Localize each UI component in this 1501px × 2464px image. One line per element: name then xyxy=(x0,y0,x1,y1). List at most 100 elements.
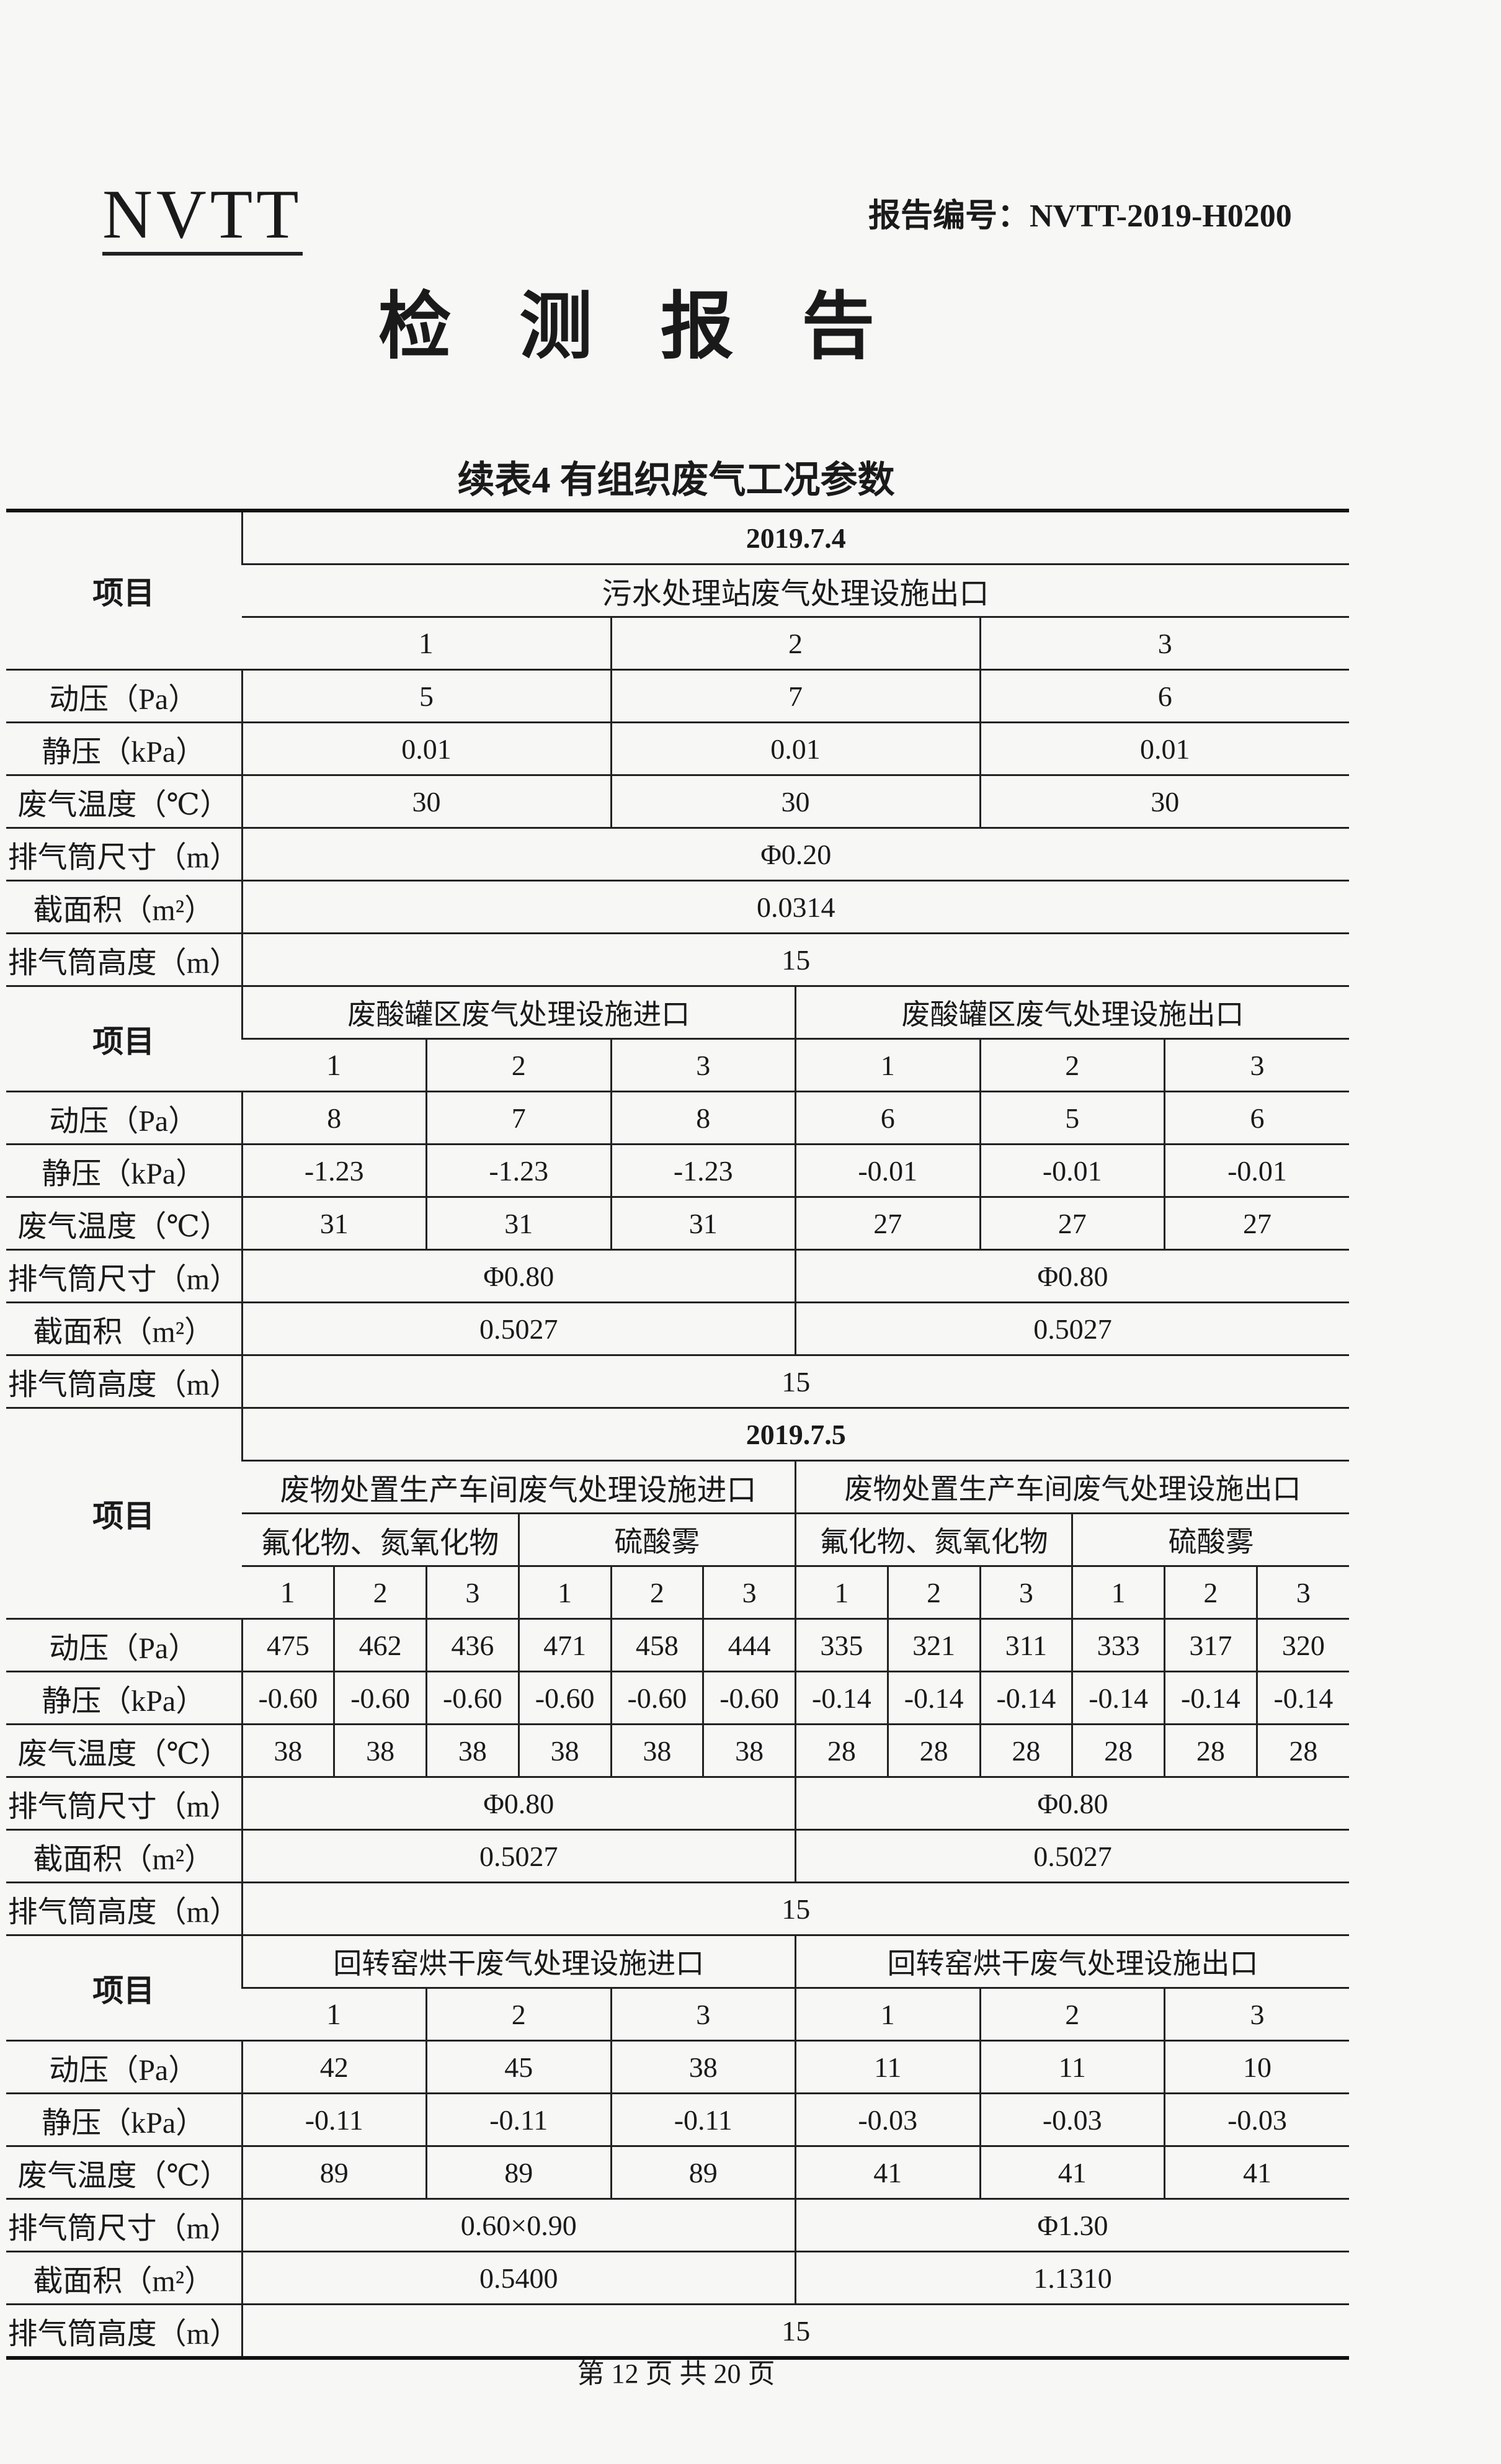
column-header: 废酸罐区废气处理设施出口 xyxy=(795,985,1349,1039)
table-cell: 436 xyxy=(425,1618,519,1672)
company-logo: NVTT xyxy=(102,180,303,256)
table-row: 废气温度（℃） 38 38 38 38 38 38 28 28 28 28 28 28 xyxy=(6,1723,1349,1777)
table-row: 截面积（m²） 0.5027 0.5027 xyxy=(6,1829,1349,1883)
table-cell: 11 xyxy=(795,2040,980,2094)
table-cell: 1.1310 xyxy=(795,2251,1349,2305)
column-header: 2 xyxy=(610,616,980,670)
column-header: 回转窑烘干废气处理设施进口 xyxy=(241,1934,796,1988)
row-label: 排气筒尺寸（m） xyxy=(6,1249,242,1303)
table-cell: -0.03 xyxy=(979,2092,1165,2146)
table-row: 动压（Pa） 475 462 436 471 458 444 335 321 311 333 317 3… xyxy=(6,1618,1349,1672)
table-cell: -0.14 xyxy=(1255,1671,1349,1725)
table-row: 动压（Pa） 42 45 38 11 11 10 xyxy=(6,2040,1349,2094)
column-header: 氟化物、氮氧化物 xyxy=(794,1512,1072,1566)
table-cell: 317 xyxy=(1164,1618,1257,1672)
column-header: 3 xyxy=(1255,1565,1349,1619)
column-header: 废酸罐区废气处理设施进口 xyxy=(241,985,796,1039)
column-header: 3 xyxy=(979,616,1349,670)
table-cell: 15 xyxy=(241,932,1349,986)
table-row: 排气筒高度（m） 15 xyxy=(6,2303,1349,2360)
table-cell: 333 xyxy=(1071,1618,1165,1672)
row-label: 截面积（m²） xyxy=(6,1829,242,1883)
column-header: 1 xyxy=(1071,1565,1165,1619)
column-header: 废物处置生产车间废气处理设施出口 xyxy=(795,1460,1349,1514)
table-row: 排气筒尺寸（m） Φ0.80 Φ0.80 xyxy=(6,1249,1349,1303)
table-cell: 27 xyxy=(795,1196,980,1250)
table-row: 废气温度（℃） 30 30 30 xyxy=(6,774,1349,828)
table-cell: 0.01 xyxy=(610,721,980,775)
table-cell: 28 xyxy=(1255,1723,1349,1777)
row-label: 静压（kPa） xyxy=(6,721,242,775)
column-header: 污水处理站废气处理设施出口 xyxy=(242,563,1349,617)
table-cell: Φ0.80 xyxy=(795,1776,1349,1830)
row-label: 排气筒高度（m） xyxy=(6,2303,242,2360)
table-cell: 5 xyxy=(979,1091,1165,1145)
table-cell: 89 xyxy=(425,2145,611,2199)
table-row: 排气筒高度（m） 15 xyxy=(6,932,1349,986)
row-label: 静压（kPa） xyxy=(6,1671,242,1725)
table-cell: 31 xyxy=(241,1196,427,1250)
row-label: 动压（Pa） xyxy=(6,2040,242,2094)
column-header: 2 xyxy=(425,1987,611,2041)
table-row: 截面积（m²） 0.5400 1.1310 xyxy=(6,2251,1349,2305)
table-cell: 462 xyxy=(333,1618,427,1672)
table-row: 静压（kPa） -0.60 -0.60 -0.60 -0.60 -0.60 -0.60 -0.… xyxy=(6,1671,1349,1725)
header-row: 项目 2019.7.5 xyxy=(6,1407,1349,1619)
column-header: 3 xyxy=(979,1565,1072,1619)
table-cell: -1.23 xyxy=(610,1143,796,1197)
page-footer: 第 12 页 共 20 页 xyxy=(577,2359,775,2389)
table-cell: 471 xyxy=(517,1618,611,1672)
table-cell: 31 xyxy=(610,1196,796,1250)
table-cell: 311 xyxy=(979,1618,1072,1672)
table-row: 排气筒高度（m） 15 xyxy=(6,1881,1349,1935)
table-cell: 8 xyxy=(241,1091,427,1145)
date-header: 2019.7.4 xyxy=(241,509,1349,565)
table-cell: 320 xyxy=(1255,1618,1349,1672)
table-cell: -0.14 xyxy=(1164,1671,1257,1725)
table-cell: -0.11 xyxy=(241,2092,427,2146)
table-cell: 28 xyxy=(1071,1723,1165,1777)
table-cell: 89 xyxy=(241,2145,427,2199)
working-conditions-table: 项目 2019.7.4 污水处理站废气处理设施出口 1 2 3 动压（Pa） 5 7 6 静压（kP… xyxy=(6,509,1349,2360)
row-label: 废气温度（℃） xyxy=(6,774,242,828)
table-cell: 444 xyxy=(702,1618,796,1672)
row-label: 动压（Pa） xyxy=(6,1091,242,1145)
row-label: 废气温度（℃） xyxy=(6,1196,242,1250)
column-header: 回转窑烘干废气处理设施出口 xyxy=(795,1934,1349,1988)
table-row: 排气筒尺寸（m） 0.60×0.90 Φ1.30 xyxy=(6,2198,1349,2252)
table-cell: 27 xyxy=(979,1196,1165,1250)
table-cell: 335 xyxy=(795,1618,888,1672)
table-cell: -0.01 xyxy=(1164,1143,1349,1197)
table-cell: -0.60 xyxy=(702,1671,796,1725)
table-cell: 38 xyxy=(610,1723,703,1777)
column-header: 3 xyxy=(610,1038,796,1092)
table-row: 截面积（m²） 0.5027 0.5027 xyxy=(6,1301,1349,1355)
table-cell: 0.5027 xyxy=(795,1301,1349,1355)
column-header: 1 xyxy=(517,1565,611,1619)
column-header: 1 xyxy=(795,1038,980,1092)
row-label: 动压（Pa） xyxy=(6,669,242,723)
table-cell: 0.60×0.90 xyxy=(241,2198,796,2252)
column-header: 3 xyxy=(1164,1987,1349,2041)
table-cell: 41 xyxy=(1164,2145,1349,2199)
column-header: 硫酸雾 xyxy=(517,1512,796,1566)
item-header: 项目 xyxy=(6,1934,242,2041)
table-cell: 475 xyxy=(241,1618,334,1672)
table-cell: 27 xyxy=(1164,1196,1349,1250)
table-cell: -0.03 xyxy=(795,2092,980,2146)
table-cell: -0.11 xyxy=(610,2092,796,2146)
row-label: 排气筒高度（m） xyxy=(6,1354,242,1408)
table-cell: 6 xyxy=(795,1091,980,1145)
table-cell: -0.60 xyxy=(425,1671,519,1725)
table-row: 动压（Pa） 8 7 8 6 5 6 xyxy=(6,1091,1349,1145)
row-label: 静压（kPa） xyxy=(6,2092,242,2146)
table-title: 续表4 有组织废气工况参数 xyxy=(457,460,895,501)
table-cell: 0.5027 xyxy=(241,1301,796,1355)
table-cell: -0.11 xyxy=(425,2092,611,2146)
column-header: 3 xyxy=(1164,1038,1349,1092)
table-cell: 38 xyxy=(610,2040,796,2094)
